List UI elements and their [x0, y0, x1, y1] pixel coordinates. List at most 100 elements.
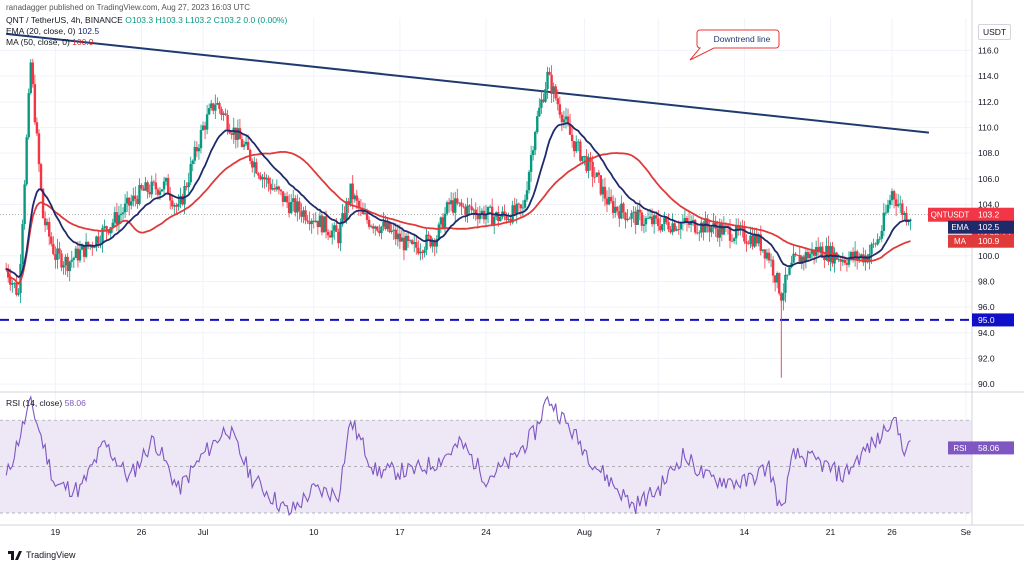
candle-body — [193, 146, 197, 161]
candle-body — [505, 214, 508, 220]
candle-body — [710, 227, 713, 233]
candle-body — [279, 189, 283, 192]
candle-body — [685, 218, 689, 222]
candle-body — [646, 218, 650, 219]
candle-body — [142, 188, 145, 191]
candle-body — [798, 255, 801, 264]
candle-body — [406, 235, 410, 242]
time-tick-label: 7 — [656, 527, 661, 537]
rsi-badge-tag[interactable] — [948, 441, 972, 455]
candle-body — [285, 196, 289, 203]
candle-body — [308, 221, 311, 225]
candle-body — [314, 220, 317, 222]
candle-body — [417, 247, 420, 254]
candle-body — [683, 218, 687, 223]
rsi-line[interactable] — [5, 395, 911, 516]
ma-legend[interactable]: MA (50, close, 0) 100.9 — [6, 37, 93, 47]
ma-badge-tag[interactable] — [948, 234, 972, 248]
candle-body — [595, 172, 598, 177]
candle-body — [839, 259, 842, 262]
candle-body — [628, 218, 631, 220]
candle-body — [328, 235, 332, 238]
candle-body — [657, 218, 660, 227]
price-tick-label: 98.0 — [978, 276, 995, 286]
symbol-title[interactable]: QNT / TetherUS, 4h, BINANCE — [6, 15, 123, 25]
candle-body — [99, 243, 102, 245]
candle-body — [289, 201, 293, 214]
ohlc-values: O103.3 H103.3 L103.2 C103.2 0.0 (0.00%) — [125, 15, 288, 25]
candle-body — [382, 221, 385, 227]
candle-body — [226, 114, 229, 131]
candle-body — [148, 192, 151, 195]
ema-legend[interactable]: EMA (20, close, 0) 102.5 — [6, 26, 99, 36]
candle-body — [753, 233, 756, 247]
candle-body — [222, 113, 225, 115]
candle-body — [562, 119, 566, 123]
candle-body — [177, 203, 180, 207]
ema-badge[interactable] — [972, 220, 1014, 234]
candle-body — [853, 251, 857, 259]
candle-body — [802, 256, 806, 261]
candle-body — [741, 227, 744, 228]
candle-body — [343, 213, 346, 220]
symbol-badge[interactable] — [928, 207, 972, 222]
candle-body — [691, 220, 695, 221]
downtrend-line[interactable] — [6, 32, 930, 134]
currency-button[interactable]: USDT — [978, 24, 1012, 40]
ma50-line[interactable] — [5, 150, 911, 285]
candle-body — [636, 209, 639, 225]
price-tick-label: 108.0 — [978, 148, 1000, 158]
candle-body — [54, 254, 57, 260]
candle-body — [283, 196, 287, 202]
candle-body — [191, 160, 194, 164]
candle-body — [581, 156, 584, 161]
annotation-text: Downtrend line — [714, 34, 771, 44]
ema-badge-tag[interactable] — [948, 220, 972, 234]
candle-body — [300, 211, 303, 217]
candle-body — [468, 205, 471, 207]
candle-body — [575, 141, 578, 152]
candle-body — [33, 84, 37, 123]
candle-body — [874, 243, 877, 245]
time-tick-label: 19 — [51, 527, 61, 537]
candle-body — [376, 226, 379, 231]
rsi-legend-label: RSI (14, close) — [6, 398, 63, 408]
candle-body — [103, 226, 106, 228]
candle-body — [558, 104, 562, 115]
rsi-legend-value: 58.06 — [64, 398, 86, 408]
candle-body — [474, 209, 477, 216]
candle-body — [640, 212, 644, 226]
candle-body — [585, 156, 588, 171]
candle-body — [398, 233, 402, 242]
candle-body — [433, 240, 436, 247]
candle-body — [101, 227, 104, 244]
ema20-line[interactable] — [5, 122, 911, 279]
candle-body — [435, 239, 438, 247]
candle-body — [339, 224, 342, 244]
candle-body — [21, 224, 24, 264]
candle-body — [216, 102, 219, 105]
candle-body — [443, 213, 447, 229]
candle-body — [152, 181, 155, 183]
rsi-badge[interactable] — [972, 441, 1014, 455]
ma-badge[interactable] — [972, 234, 1014, 248]
candle-body — [644, 218, 648, 225]
rsi-legend[interactable]: RSI (14, close) 58.06 — [6, 398, 86, 408]
candle-body — [624, 212, 627, 221]
candle-body — [117, 215, 121, 225]
candle-body — [618, 211, 621, 219]
candle-body — [775, 273, 779, 283]
candle-body — [251, 160, 254, 168]
candle-body — [234, 127, 238, 140]
candle-body — [423, 249, 426, 253]
price-tick-label: 116.0 — [978, 46, 999, 56]
candle-body — [718, 224, 721, 238]
time-tick-label: Aug — [577, 527, 592, 537]
candle-body — [408, 240, 412, 242]
candle-body — [548, 71, 551, 75]
candle-body — [529, 155, 533, 172]
candle-body — [894, 199, 898, 207]
support-badge[interactable] — [972, 313, 1014, 327]
tradingview-logo[interactable]: TradingView — [8, 550, 76, 560]
